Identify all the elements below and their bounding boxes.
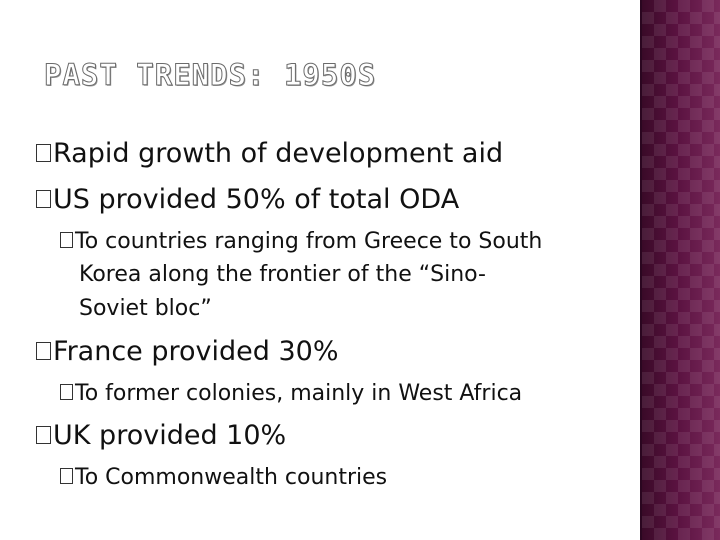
bullet-3-sub-text: To former colonies, mainly in West Afric… (75, 381, 523, 406)
bullet-3-text: France provided 30% (53, 336, 339, 367)
bullet-4: UK provided 10% (36, 420, 286, 451)
bullet-2: US provided 50% of total ODA (36, 184, 459, 215)
bullet-2-sub-line-2: Korea along the frontier of the “Sino- (79, 262, 486, 287)
slide-title: PAST TRENDS: 1950S (43, 58, 377, 93)
bullet-2-sub-line-3: Soviet bloc” (79, 296, 212, 321)
bullet-box-icon (36, 342, 51, 360)
bullet-3-sub: To former colonies, mainly in West Afric… (60, 381, 522, 406)
bullet-box-icon (60, 468, 73, 484)
decorative-side-band (642, 0, 720, 540)
side-band-edge (640, 0, 642, 540)
bullet-1-text: Rapid growth of development aid (53, 138, 504, 169)
bullet-box-icon (36, 426, 51, 444)
bullet-1: Rapid growth of development aid (36, 138, 503, 169)
bullet-2-text: US provided 50% of total ODA (53, 184, 460, 215)
bullet-2-sub: To countries ranging from Greece to Sout… (60, 229, 542, 254)
bullet-box-icon (36, 190, 51, 208)
bullet-3: France provided 30% (36, 336, 339, 367)
bullet-box-icon (60, 384, 73, 400)
bullet-box-icon (36, 144, 51, 162)
bullet-4-text: UK provided 10% (53, 420, 287, 451)
bullet-box-icon (60, 232, 73, 248)
bullet-4-sub: To Commonwealth countries (60, 465, 387, 490)
bullet-2-sub-line-1: To countries ranging from Greece to Sout… (75, 229, 543, 254)
bullet-4-sub-text: To Commonwealth countries (75, 465, 388, 490)
